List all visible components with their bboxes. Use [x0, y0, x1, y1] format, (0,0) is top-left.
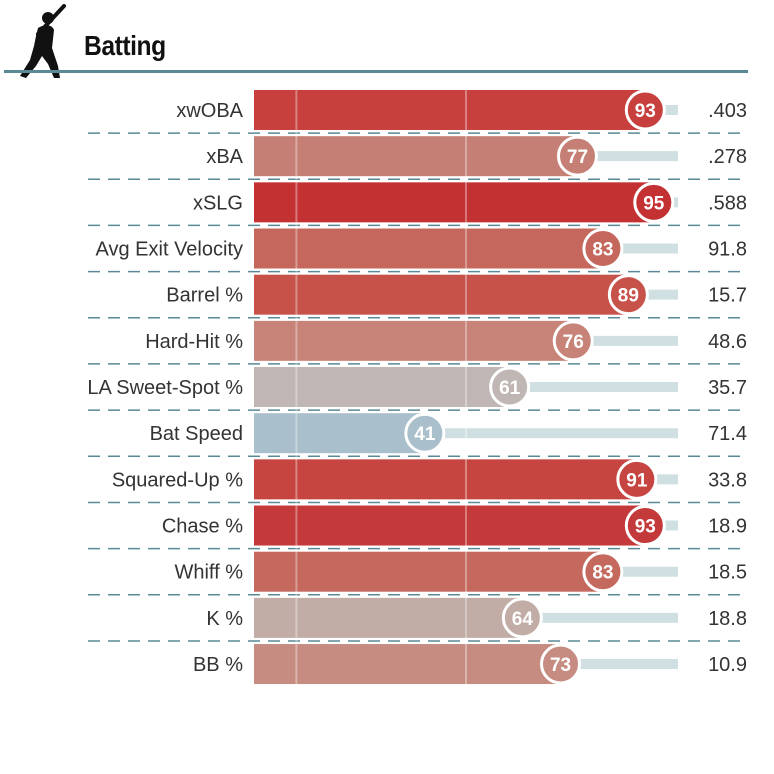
metric-label: BB % [193, 654, 243, 676]
percentile-marker [556, 135, 598, 177]
percentile-bar [254, 274, 632, 315]
percentile-bar [254, 505, 649, 546]
percentile-marker [624, 505, 666, 547]
percentile-marker [616, 458, 658, 500]
metric-value: .278 [708, 146, 747, 168]
metric-label: Whiff % [174, 562, 243, 584]
percentile-bar [254, 551, 606, 592]
percentile-bar [254, 90, 649, 130]
percentile-label: 93 [635, 517, 656, 538]
batter-silhouette-icon [20, 4, 66, 78]
metric-value: 18.9 [708, 516, 747, 538]
percentile-bar [254, 644, 564, 685]
percentile-bar [254, 413, 428, 454]
percentile-marker [607, 274, 649, 316]
metric-value: 71.4 [708, 423, 747, 445]
percentile-marker [501, 597, 543, 639]
percentile-label: 41 [414, 424, 436, 445]
percentile-marker [633, 181, 675, 223]
chart-header: Batting [0, 0, 774, 80]
percentile-label: 83 [592, 563, 613, 584]
metric-value: 15.7 [708, 285, 747, 307]
percentile-bar [254, 367, 513, 408]
percentile-marker [404, 412, 446, 454]
percentile-bar [254, 459, 640, 500]
metric-label: Hard-Hit % [145, 331, 243, 353]
metric-label: Avg Exit Velocity [96, 239, 243, 261]
metric-value: 33.8 [708, 469, 747, 491]
metric-label: Squared-Up % [112, 469, 243, 491]
metric-label: LA Sweet-Spot % [87, 377, 243, 399]
chart-title: Batting [84, 30, 166, 61]
metric-value: 18.8 [708, 608, 747, 630]
metric-label: Bat Speed [150, 423, 243, 445]
percentile-marker [540, 643, 582, 685]
metric-label: K % [206, 608, 243, 630]
metric-label: xwOBA [176, 100, 243, 122]
percentile-label: 95 [643, 193, 665, 214]
percentile-label: 76 [563, 332, 584, 353]
metric-value: 35.7 [708, 377, 747, 399]
percentile-label: 93 [635, 101, 656, 122]
percentile-marker [489, 366, 531, 408]
percentile-marker [552, 320, 594, 362]
percentile-label: 89 [618, 286, 639, 307]
metric-value: 18.5 [708, 562, 747, 584]
metric-value: 10.9 [708, 654, 747, 676]
percentile-marker [624, 89, 666, 131]
percentile-label: 61 [499, 378, 521, 399]
metric-label: Chase % [162, 516, 243, 538]
percentile-marker [582, 228, 624, 270]
percentile-label: 77 [567, 147, 588, 168]
metric-label: xBA [206, 146, 243, 168]
percentile-label: 64 [512, 609, 534, 630]
metric-label: xSLG [193, 192, 243, 214]
metric-value: 48.6 [708, 331, 747, 353]
percentile-bar [254, 597, 526, 638]
percentile-marker [582, 551, 624, 593]
percentile-label: 91 [626, 470, 648, 491]
metric-value: .403 [708, 100, 747, 122]
metric-value: .588 [708, 192, 747, 214]
metric-label: Barrel % [166, 285, 243, 307]
percentile-bar [254, 320, 577, 361]
percentile-label: 83 [592, 240, 613, 261]
percentile-bar [254, 136, 581, 177]
header-divider [4, 70, 748, 73]
percentile-bar [254, 228, 606, 269]
percentile-bar [254, 182, 657, 223]
percentile-label: 73 [550, 655, 571, 676]
metric-value: 91.8 [708, 239, 747, 261]
